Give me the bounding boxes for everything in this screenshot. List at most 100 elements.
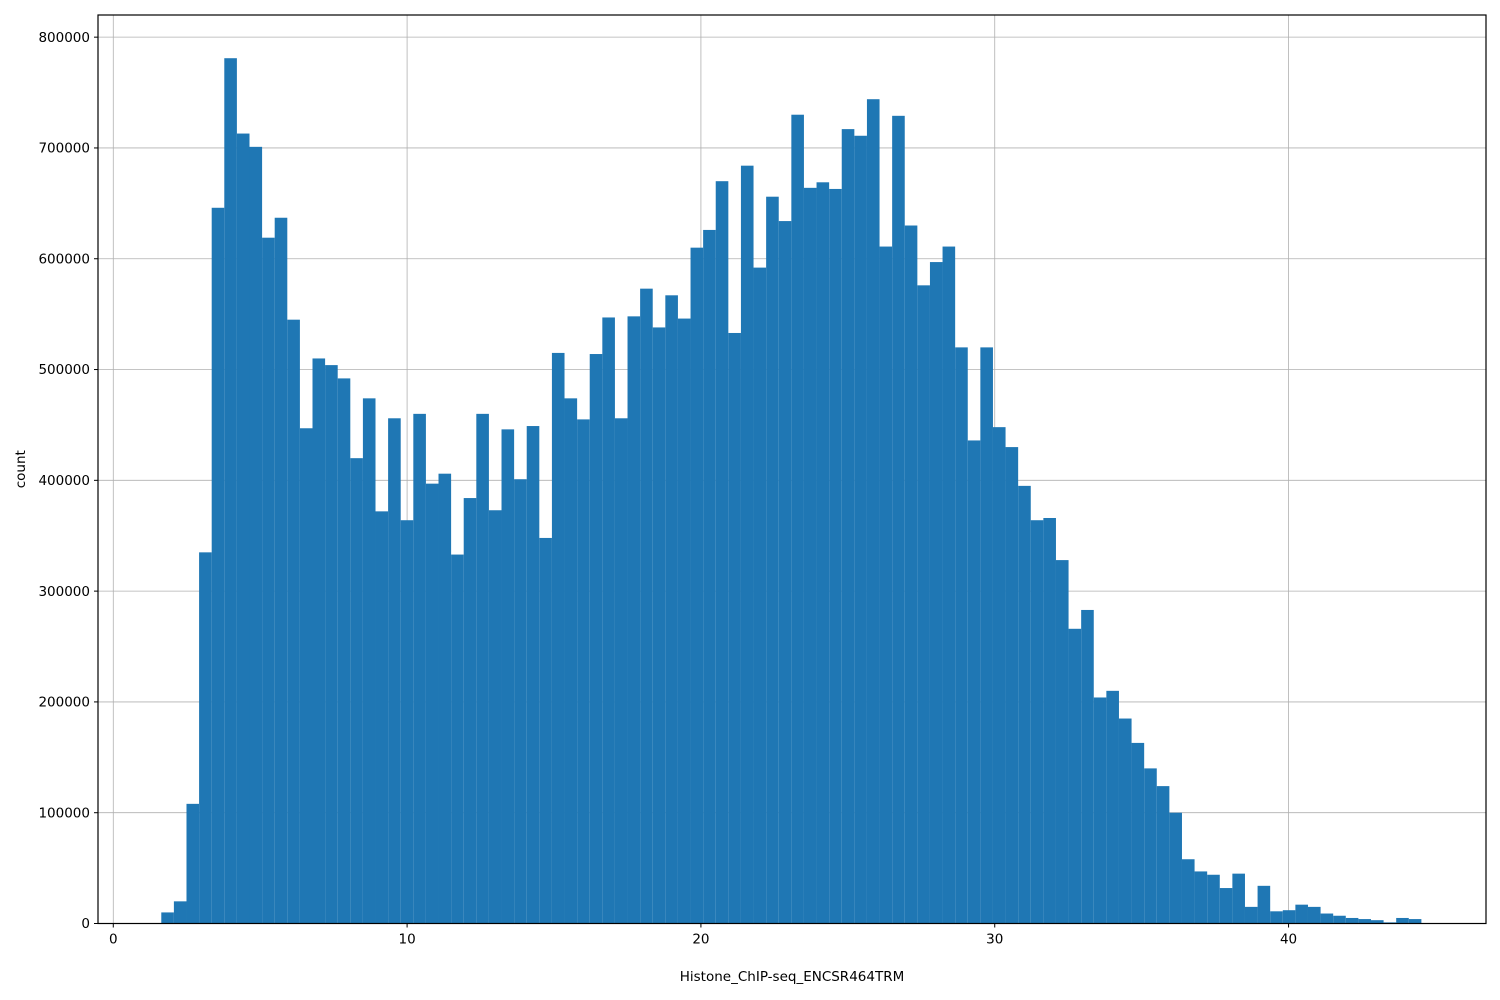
histogram-bar: [577, 419, 590, 924]
histogram-bar: [879, 246, 893, 924]
y-tick-label: 500000: [38, 362, 90, 378]
histogram-bar: [1043, 517, 1056, 924]
histogram-bar: [173, 901, 187, 924]
histogram-bar: [1282, 910, 1296, 924]
histogram-bar: [274, 217, 288, 924]
histogram-bar: [463, 498, 477, 924]
histogram-bar: [1194, 871, 1208, 924]
histogram-bar: [1219, 888, 1233, 924]
histogram-bar: [1156, 786, 1170, 924]
histogram-bar: [1081, 609, 1094, 924]
histogram-bar: [1320, 913, 1334, 924]
histogram-bar: [488, 510, 502, 924]
histogram-bar: [425, 483, 439, 924]
histogram-bar: [778, 221, 792, 924]
x-tick-label: 0: [109, 932, 118, 948]
histogram-bar: [161, 912, 174, 924]
y-tick-label: 600000: [38, 251, 90, 267]
axes-spines: [97, 14, 1487, 925]
histogram-bar: [501, 429, 515, 924]
histogram-bar: [1307, 906, 1321, 924]
histogram-bar: [955, 347, 968, 924]
histogram-bar: [1068, 628, 1082, 924]
histogram-bar: [1257, 885, 1271, 924]
histogram-bar: [677, 318, 691, 924]
histogram-bar: [1370, 920, 1384, 924]
histogram-bar: [312, 358, 326, 924]
histogram-bar: [1131, 742, 1145, 924]
histogram-bar: [602, 317, 615, 924]
histogram-bar: [892, 115, 905, 924]
histogram-bar: [186, 803, 200, 924]
histogram-bar: [929, 262, 943, 924]
histogram-bar: [652, 327, 666, 924]
histogram-bar: [753, 267, 767, 924]
histogram-bar: [262, 237, 275, 924]
histogram-bar: [992, 427, 1006, 924]
histogram-bar: [438, 473, 452, 924]
histogram-bar: [942, 246, 956, 924]
histogram-bar: [1358, 919, 1371, 924]
histogram-bar: [1244, 906, 1258, 924]
histogram-bar: [829, 188, 842, 924]
histogram-bar: [728, 332, 741, 924]
y-tick-label: 300000: [38, 584, 90, 600]
histogram-bar: [388, 418, 401, 924]
x-tick-label: 20: [692, 932, 709, 948]
histogram-bar: [526, 426, 540, 924]
histogram-bar: [400, 520, 414, 924]
histogram-bar: [1181, 859, 1195, 924]
histogram-bar: [627, 316, 641, 924]
histogram-bar: [791, 114, 804, 924]
y-tick-label: 100000: [38, 805, 90, 821]
histogram-bar: [1396, 917, 1409, 924]
histogram-bar: [740, 165, 754, 924]
x-axis-label: Histone_ChIP-seq_ENCSR464TRM: [680, 969, 904, 985]
histogram-bar: [766, 196, 779, 924]
histogram-bar: [413, 413, 426, 924]
histogram-bar: [211, 207, 225, 924]
histogram-bar: [362, 398, 376, 924]
histogram-bar: [967, 440, 981, 924]
histogram-bar: [236, 133, 250, 924]
histogram-bar: [640, 288, 653, 924]
histogram-bar: [665, 295, 678, 924]
histogram-bar: [803, 187, 817, 924]
y-tick-label: 0: [81, 916, 90, 932]
histogram-bar: [1232, 873, 1245, 924]
histogram-bar: [917, 285, 930, 924]
x-tick-label: 30: [986, 932, 1003, 948]
histogram-bar: [249, 146, 263, 924]
histogram-bar: [551, 352, 565, 924]
histogram-bar: [1030, 520, 1044, 924]
histogram-bar: [224, 58, 237, 924]
histogram-bar: [476, 413, 489, 924]
histogram-bar: [690, 247, 704, 924]
histogram-bar: [614, 418, 628, 924]
histogram-bar: [841, 129, 855, 924]
histogram-bar: [980, 347, 993, 924]
histogram-bar: [1144, 768, 1157, 924]
histogram-bar: [451, 554, 464, 924]
y-tick-label: 200000: [38, 695, 90, 711]
histogram-bar: [1018, 485, 1031, 924]
y-tick-label: 800000: [38, 30, 90, 46]
histogram-bar: [854, 135, 867, 924]
histogram-bar: [514, 479, 527, 924]
y-tick-label: 400000: [38, 473, 90, 489]
histogram-bar: [375, 511, 389, 924]
histogram-bar: [715, 181, 729, 924]
histogram-bar: [589, 354, 603, 924]
histogram-bar: [299, 428, 313, 924]
histogram-bar: [1055, 560, 1069, 924]
histogram-bar: [325, 365, 338, 924]
x-tick-label: 40: [1280, 932, 1297, 948]
x-tick-label: 10: [399, 932, 416, 948]
histogram-bar: [1408, 919, 1422, 924]
histogram-bar: [1295, 904, 1308, 924]
histogram-bar: [1005, 447, 1019, 924]
histogram-bar: [199, 552, 212, 924]
histogram-bar: [564, 398, 578, 924]
histogram-bar: [539, 537, 552, 924]
